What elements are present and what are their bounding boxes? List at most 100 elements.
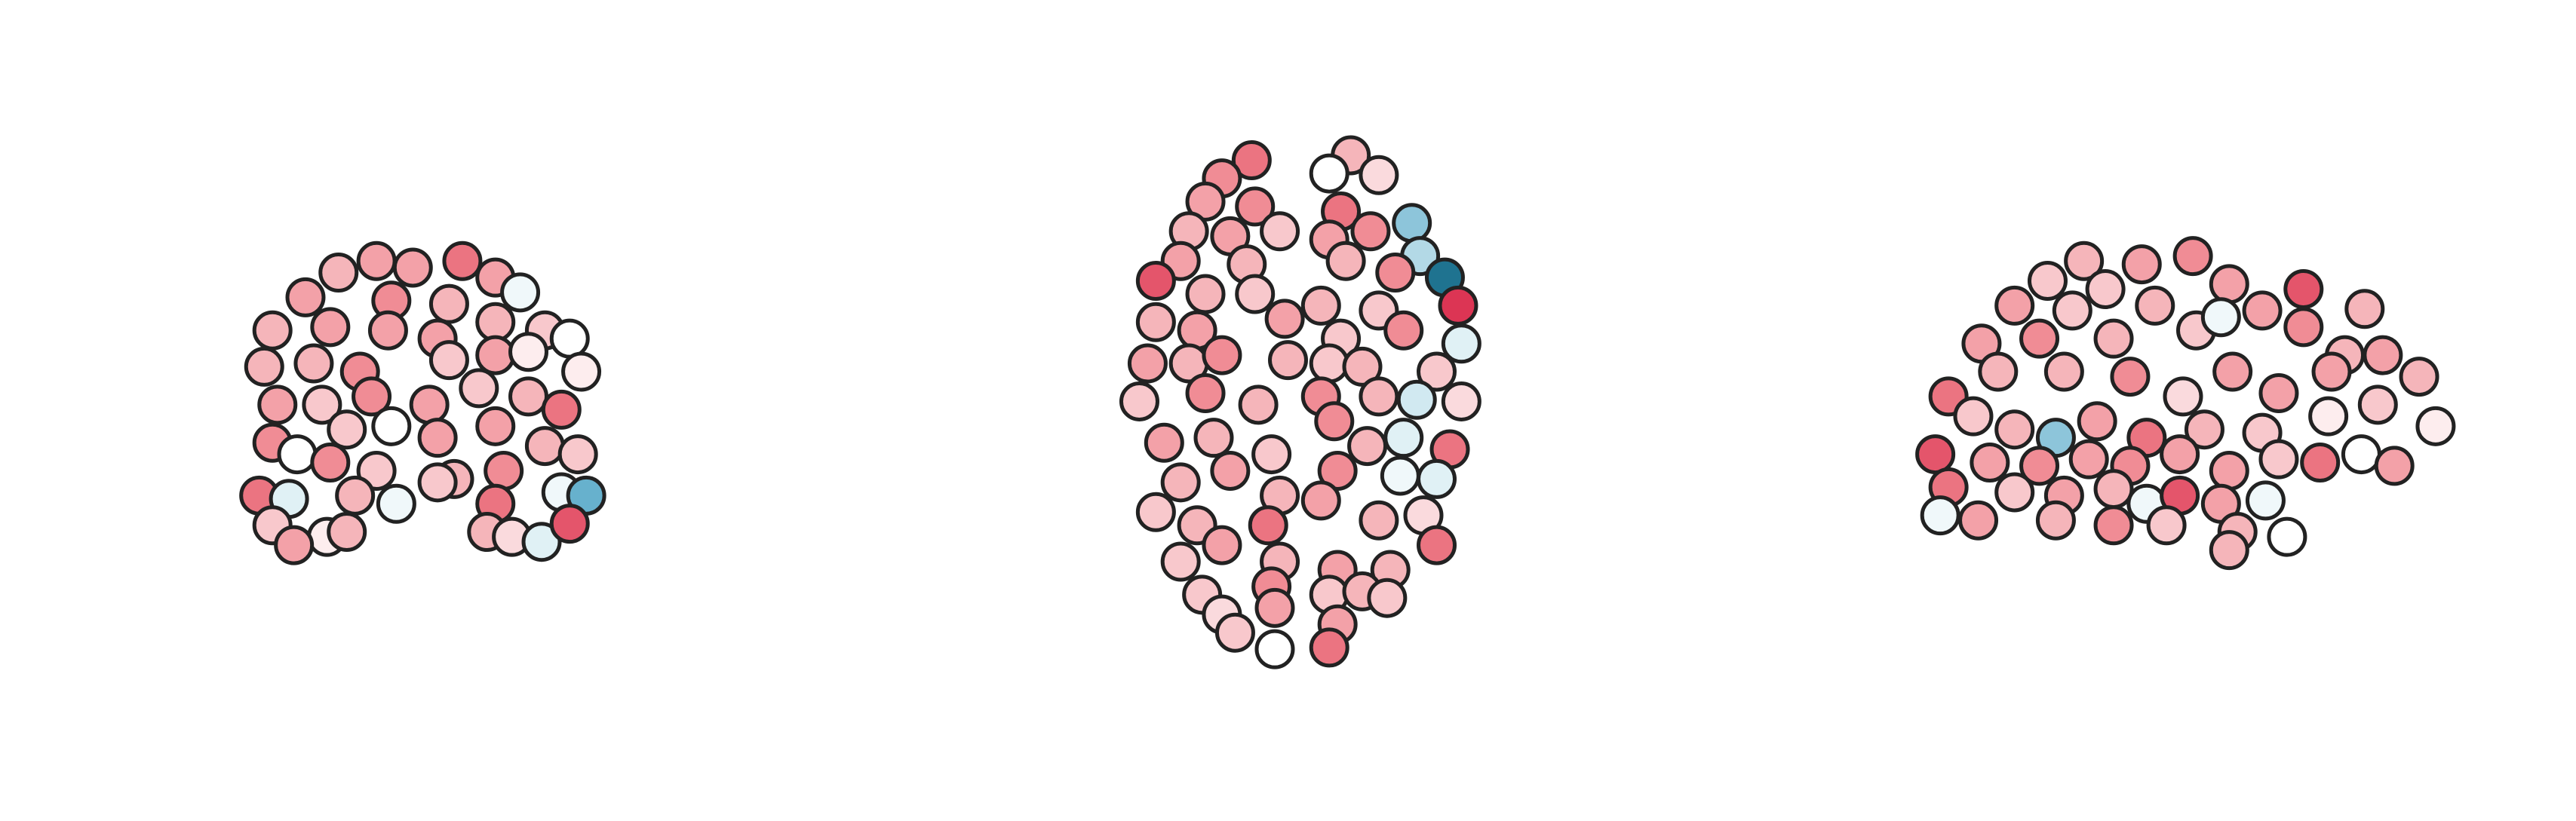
node <box>1417 525 1457 565</box>
node <box>1235 186 1276 227</box>
node <box>1135 260 1176 301</box>
node <box>285 277 326 317</box>
node <box>1119 381 1159 421</box>
node <box>1135 492 1176 532</box>
node <box>367 310 408 351</box>
node <box>1254 629 1295 669</box>
node <box>327 512 367 553</box>
node <box>1994 472 2035 513</box>
node <box>549 318 590 359</box>
node <box>376 483 416 524</box>
node <box>2093 505 2134 546</box>
node <box>1396 379 1437 420</box>
node <box>1235 274 1276 314</box>
node <box>1248 505 1288 546</box>
node <box>1383 418 1424 458</box>
node <box>557 434 598 475</box>
node <box>428 283 469 324</box>
node <box>428 340 469 381</box>
node <box>1135 302 1176 342</box>
node <box>302 384 342 425</box>
node <box>2110 357 2151 397</box>
node <box>2163 376 2203 417</box>
node <box>2077 401 2117 442</box>
node <box>2283 307 2324 348</box>
node <box>2308 396 2349 437</box>
node <box>442 240 483 281</box>
node <box>1359 155 1399 195</box>
node <box>2052 290 2092 331</box>
node <box>1254 587 1295 628</box>
node <box>417 418 458 458</box>
node <box>252 310 293 351</box>
node <box>1309 343 1349 384</box>
node <box>1953 396 1994 437</box>
node <box>2160 434 2200 475</box>
node <box>1970 443 2010 483</box>
node <box>2341 434 2381 475</box>
node <box>508 376 549 417</box>
node <box>1994 285 2035 326</box>
node <box>2374 446 2415 486</box>
node <box>371 406 412 446</box>
node <box>1300 285 1341 326</box>
node <box>1325 240 1366 281</box>
node <box>1347 426 1388 467</box>
node <box>484 450 524 491</box>
node <box>356 240 397 281</box>
node <box>1367 577 1408 618</box>
node <box>2035 500 2076 541</box>
node <box>1309 627 1349 668</box>
node <box>2064 240 2105 281</box>
node <box>459 368 499 409</box>
node <box>2085 268 2126 309</box>
node <box>1202 335 1242 375</box>
node <box>2357 384 2398 425</box>
node <box>1185 372 1226 413</box>
node <box>2363 335 2403 375</box>
node <box>1264 299 1305 339</box>
node <box>318 253 359 293</box>
node <box>2068 439 2109 479</box>
node <box>1317 450 1358 491</box>
node <box>2019 318 2060 359</box>
node <box>352 376 392 417</box>
node <box>1185 181 1226 222</box>
node <box>1958 500 1999 541</box>
node <box>2258 372 2299 413</box>
node <box>417 462 458 503</box>
node <box>2242 290 2283 331</box>
node <box>561 351 602 392</box>
node <box>2135 285 2175 326</box>
node <box>1314 401 1355 442</box>
node <box>2311 351 2352 392</box>
node <box>1359 376 1399 417</box>
node <box>475 302 516 342</box>
node <box>1238 384 1279 425</box>
node <box>1185 274 1226 314</box>
node <box>310 443 351 483</box>
node <box>1438 285 1478 326</box>
node <box>2258 439 2299 479</box>
node <box>257 384 298 425</box>
node <box>1350 211 1391 252</box>
node <box>2209 450 2249 491</box>
node <box>1309 153 1349 194</box>
node <box>1380 455 1420 496</box>
node <box>2093 318 2134 359</box>
node <box>274 525 315 565</box>
node <box>2267 516 2307 557</box>
node <box>2209 264 2249 305</box>
node <box>1210 450 1251 491</box>
node <box>2184 409 2224 450</box>
node <box>2415 406 2456 446</box>
node <box>1214 612 1255 653</box>
node <box>2245 480 2286 521</box>
node <box>2300 443 2341 483</box>
node <box>1160 462 1201 503</box>
node <box>392 247 433 288</box>
node <box>475 335 516 375</box>
node <box>1441 323 1481 364</box>
